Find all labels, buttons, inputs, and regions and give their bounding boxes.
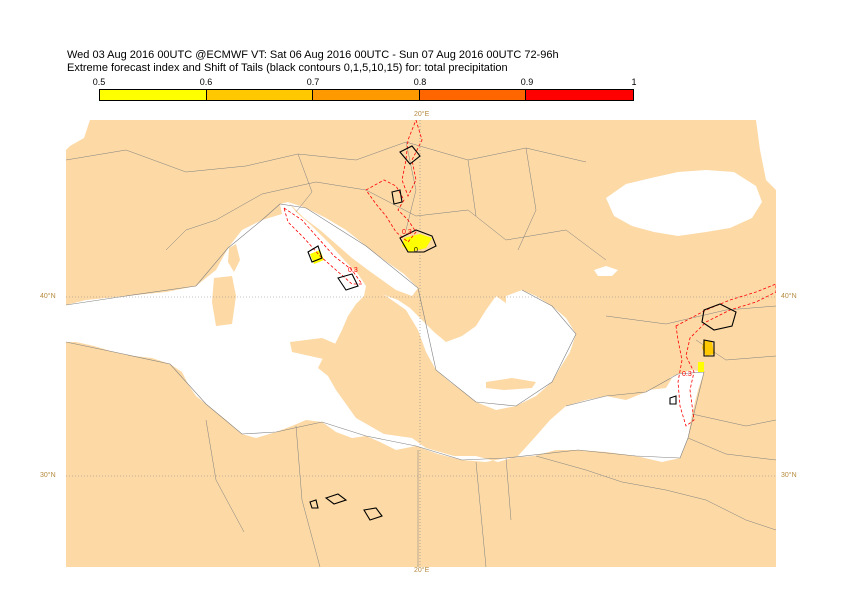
- sot-contour: [309, 499, 319, 509]
- cyprus: [640, 376, 672, 390]
- legend-segment: [419, 90, 527, 100]
- sot-contour: [307, 245, 323, 263]
- efi-contour: [365, 179, 417, 243]
- legend-segment: [206, 90, 314, 100]
- lon-label-top: 20°E: [414, 111, 430, 118]
- sot-contour: [337, 273, 359, 291]
- efi-contour-label: 0.3: [682, 371, 692, 378]
- mediterranean-sea: [66, 202, 704, 462]
- efi-area-levant: [702, 340, 714, 356]
- sardinia: [212, 276, 236, 326]
- lat-label-left: 30°N: [40, 472, 56, 479]
- map-canvas: 0.3 0.3 0.3 0: [66, 120, 776, 567]
- crete: [486, 378, 536, 390]
- caspian-sea: [756, 120, 776, 190]
- sot-contour: [669, 395, 677, 405]
- balearics: [98, 288, 122, 298]
- legend-color-bar: [99, 89, 634, 101]
- black-sea: [606, 170, 762, 236]
- legend-tick-label: 0.5: [92, 77, 106, 87]
- legend-tick-label: 0.8: [413, 77, 427, 87]
- sot-contour: [703, 339, 715, 357]
- lat-label-right: 40°N: [781, 293, 797, 300]
- efi-contour: [401, 120, 423, 197]
- adriatic-sea: [288, 202, 418, 296]
- aegean-sea: [506, 290, 576, 382]
- lat-label-left: 40°N: [40, 293, 56, 300]
- corsica: [228, 244, 240, 272]
- sot-contour-label: 0: [414, 247, 418, 254]
- title-line-2: Extreme forecast index and Shift of Tail…: [67, 62, 508, 74]
- efi-contour-label: 0.3: [348, 267, 358, 274]
- coastline: [66, 203, 705, 461]
- sea-of-marmara: [594, 266, 618, 276]
- legend-segment: [313, 90, 420, 100]
- legend-tick-label: 1: [631, 77, 637, 87]
- atlantic: [66, 120, 90, 150]
- lon-label-bottom: 20°E: [414, 567, 430, 574]
- efi-contour-label: 0.3: [402, 229, 412, 236]
- sot-contour: [399, 145, 421, 165]
- efi-area-levant-south: [698, 362, 704, 372]
- legend-tick-label: 0.6: [199, 77, 213, 87]
- sot-contour: [399, 229, 437, 253]
- sicily: [290, 338, 336, 360]
- sot-contour: [391, 189, 403, 205]
- sot-contour: [363, 507, 383, 521]
- legend-tick-label: 0.9: [520, 77, 534, 87]
- sot-contour: [324, 493, 348, 505]
- efi-area-balkans: [402, 234, 432, 252]
- legend-tick-label: 0.7: [306, 77, 320, 87]
- efi-contour: [283, 207, 363, 285]
- sot-contour: [701, 303, 737, 331]
- legend-segment: [100, 90, 207, 100]
- legend-segment: [526, 90, 633, 100]
- efi-contour: [675, 283, 776, 427]
- lat-label-right: 30°N: [781, 472, 797, 479]
- title-line-1: Wed 03 Aug 2016 00UTC @ECMWF VT: Sat 06 …: [67, 49, 559, 61]
